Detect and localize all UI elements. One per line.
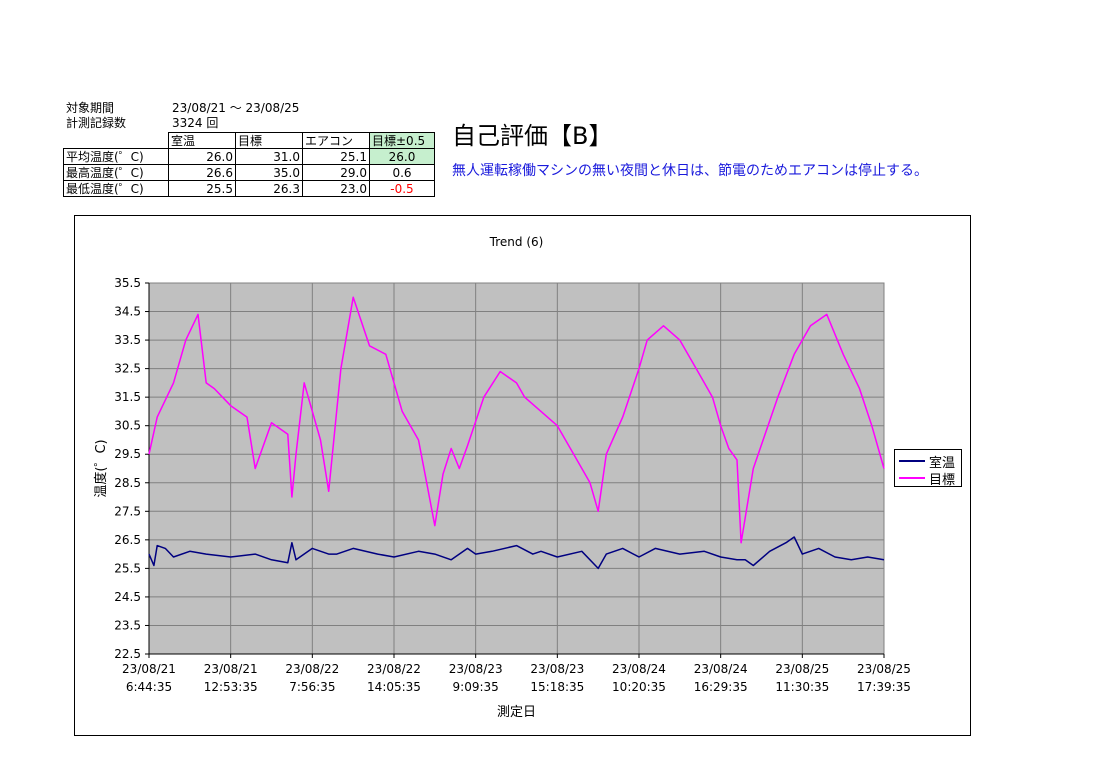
table-row: 平均温度(゜C) 26.0 31.0 25.1 26.0 — [63, 148, 435, 165]
y-tick-label: 32.5 — [114, 362, 141, 376]
header-blank — [63, 132, 169, 149]
y-tick-label: 34.5 — [114, 305, 141, 319]
count-value: 3324 回 — [172, 116, 219, 130]
y-tick-label: 24.5 — [114, 590, 141, 604]
table-cell: -0.5 — [369, 180, 435, 197]
y-tick-label: 33.5 — [114, 333, 141, 347]
y-tick-label: 23.5 — [114, 618, 141, 632]
x-tick-label-date: 23/08/21 — [204, 662, 258, 676]
y-axis-label: 温度(゜C) — [93, 439, 109, 497]
table-cell: 0.6 — [369, 164, 435, 181]
x-tick-label-date: 23/08/21 — [122, 662, 176, 676]
table-row: 最低温度(゜C) 25.5 26.3 23.0 -0.5 — [63, 180, 435, 197]
period-value: 23/08/21 ～ 23/08/25 — [172, 101, 300, 115]
count-row: 計測記録数 3324 回 — [66, 116, 299, 131]
y-tick-label: 29.5 — [114, 447, 141, 461]
x-tick-label-date: 23/08/25 — [857, 662, 911, 676]
table-cell: 31.0 — [235, 148, 303, 165]
x-tick-label-time: 11:30:35 — [775, 680, 829, 694]
x-tick-label-date: 23/08/24 — [694, 662, 748, 676]
table-row: 最高温度(゜C) 26.6 35.0 29.0 0.6 — [63, 164, 435, 181]
y-tick-label: 26.5 — [114, 533, 141, 547]
x-tick-label-date: 23/08/24 — [612, 662, 666, 676]
legend-item-target: 目標 — [899, 469, 961, 488]
x-tick-label-time: 15:18:35 — [530, 680, 584, 694]
table-cell: 26.0 — [369, 148, 435, 165]
series-line-room — [148, 536, 885, 570]
legend-swatch-room — [899, 460, 925, 462]
table-cell: 26.3 — [235, 180, 303, 197]
x-tick-label-time: 9:09:35 — [453, 680, 499, 694]
chart-title: Trend (6) — [489, 235, 544, 249]
row-label: 最低温度(゜C) — [63, 180, 169, 197]
legend-label-target: 目標 — [929, 473, 956, 488]
table-cell: 23.0 — [302, 180, 370, 197]
count-label: 計測記録数 — [66, 116, 127, 130]
period-label: 対象期間 — [66, 101, 115, 115]
x-tick-label-date: 23/08/22 — [285, 662, 339, 676]
plot-area — [148, 282, 885, 655]
x-tick-label-date: 23/08/23 — [530, 662, 584, 676]
legend-swatch-target — [899, 477, 925, 479]
legend-item-room: 室温 — [899, 452, 961, 471]
header-target: 目標 — [235, 132, 303, 149]
row-label: 平均温度(゜C) — [63, 148, 169, 165]
summary-table: 室温 目標 エアコン 目標±0.5 平均温度(゜C) 26.0 31.0 25.… — [63, 132, 435, 197]
x-tick-label-time: 12:53:35 — [204, 680, 258, 694]
chart-svg: 35.5 34.5 33.5 32.5 31.5 30.5 29.5 28.5 27.5 26.5… — [93, 235, 911, 720]
series-line-target — [148, 296, 885, 544]
chart-legend: 室温 目標 — [894, 449, 962, 488]
table-cell: 26.6 — [168, 164, 236, 181]
y-tick-label: 25.5 — [114, 561, 141, 575]
summary-header-row: 室温 目標 エアコン 目標±0.5 — [63, 132, 435, 149]
y-tick-label: 31.5 — [114, 390, 141, 404]
row-label: 最高温度(゜C) — [63, 164, 169, 181]
x-tick-label-date: 23/08/22 — [367, 662, 421, 676]
period-info: 対象期間 23/08/21 ～ 23/08/25 計測記録数 3324 回 — [66, 101, 299, 131]
trend-chart: 35.5 34.5 33.5 32.5 31.5 30.5 29.5 28.5 27.5 26.5… — [74, 215, 971, 736]
table-cell: 35.0 — [235, 164, 303, 181]
header-room: 室温 — [168, 132, 236, 149]
x-tick-label-time: 16:29:35 — [694, 680, 748, 694]
x-tick-label-date: 23/08/23 — [449, 662, 503, 676]
x-axis-label: 測定日 — [497, 705, 536, 720]
legend-label-room: 室温 — [929, 456, 956, 471]
period-row: 対象期間 23/08/21 ～ 23/08/25 — [66, 101, 299, 116]
x-tick-label-time: 7:56:35 — [289, 680, 335, 694]
table-cell: 25.1 — [302, 148, 370, 165]
y-tick-label: 22.5 — [114, 647, 141, 661]
y-tick-label: 35.5 — [114, 276, 141, 290]
table-cell: 29.0 — [302, 164, 370, 181]
y-tick-label: 30.5 — [114, 419, 141, 433]
x-tick-label-time: 14:05:35 — [367, 680, 421, 694]
x-tick-label-time: 17:39:35 — [857, 680, 911, 694]
y-tick-label: 28.5 — [114, 476, 141, 490]
header-aircon: エアコン — [302, 132, 370, 149]
x-tick-label-time: 10:20:35 — [612, 680, 666, 694]
self-evaluation-grade: 自己評価【B】 — [452, 122, 613, 150]
table-cell: 25.5 — [168, 180, 236, 197]
x-tick-label-date: 23/08/25 — [775, 662, 829, 676]
x-tick-label-time: 6:44:35 — [126, 680, 172, 694]
header-target-tolerance: 目標±0.5 — [369, 132, 435, 149]
y-tick-label: 27.5 — [114, 504, 141, 518]
table-cell: 26.0 — [168, 148, 236, 165]
evaluation-comment: 無人運転稼働マシンの無い夜間と休日は、節電のためエアコンは停止する。 — [452, 163, 928, 179]
